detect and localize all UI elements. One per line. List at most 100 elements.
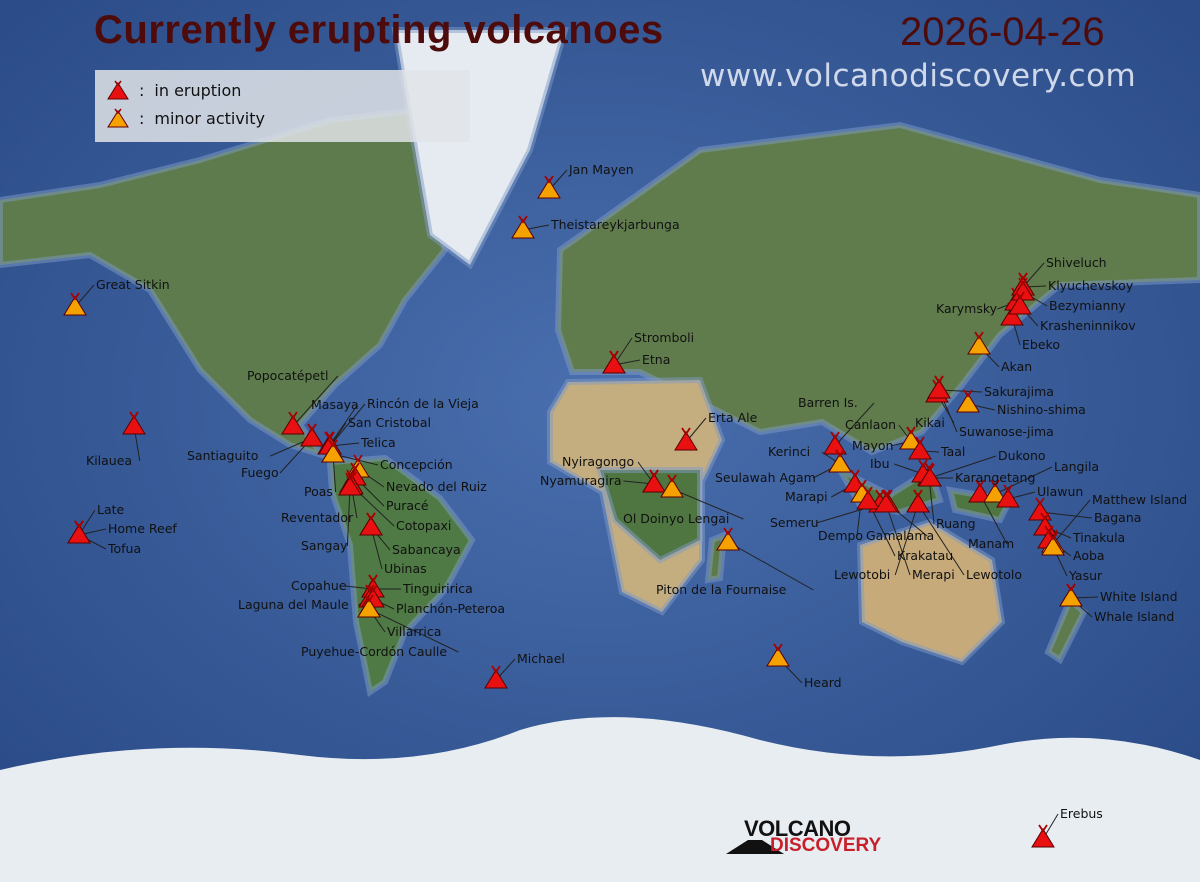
volcano-label-sakurajima[interactable]: Sakurajima [984,384,1054,399]
volcano-label-heard[interactable]: Heard [804,675,842,690]
eruption-volcano-icon[interactable] [359,512,383,536]
volcano-label-kikai[interactable]: Kikai [915,415,945,430]
volcano-label-michael[interactable]: Michael [517,651,565,666]
volcano-label-canlaon[interactable]: Canlaon [845,417,896,432]
minor-activity-volcano-icon[interactable] [1041,532,1065,556]
volcano-label-nyiragongo[interactable]: Nyiragongo [562,454,634,469]
volcano-label-planch-n-peteroa[interactable]: Planchón-Peteroa [396,601,505,616]
volcano-label-matthew-island[interactable]: Matthew Island [1092,492,1187,507]
volcano-label-lewotobi[interactable]: Lewotobi [834,567,890,582]
volcano-label-copahue[interactable]: Copahue [291,578,347,593]
eruption-volcano-icon[interactable] [1008,291,1032,315]
volcano-label-taal[interactable]: Taal [940,444,965,459]
volcano-label-karangetang[interactable]: Karangetang [955,470,1035,485]
volcano-label-nevado-del-ruiz[interactable]: Nevado del Ruiz [386,479,487,494]
volcano-label-marapi[interactable]: Marapi [785,489,828,504]
volcano-label-piton-de-la-fournaise[interactable]: Piton de la Fournaise [656,582,787,597]
volcano-label-reventador[interactable]: Reventador [281,510,354,525]
eruption-volcano-icon[interactable] [642,469,666,493]
volcano-label-tinakula[interactable]: Tinakula [1072,530,1125,545]
volcano-label-kerinci[interactable]: Kerinci [768,444,810,459]
minor-activity-volcano-icon[interactable] [537,175,561,199]
volcano-label-jan-mayen[interactable]: Jan Mayen [568,162,634,177]
volcano-label-karymsky[interactable]: Karymsky [936,301,998,316]
volcano-label-whale-island[interactable]: Whale Island [1094,609,1174,624]
eruption-volcano-icon[interactable] [908,436,932,460]
volcano-label-masaya[interactable]: Masaya [311,397,359,412]
volcano-label-nishino-shima[interactable]: Nishino-shima [997,402,1086,417]
eruption-volcano-icon[interactable] [674,427,698,451]
eruption-volcano-icon[interactable] [1028,497,1052,521]
volcano-label-laguna-del-maule[interactable]: Laguna del Maule [238,597,349,612]
volcano-label-dempo[interactable]: Dempo [818,528,863,543]
volcano-label-merapi[interactable]: Merapi [912,567,955,582]
minor-activity-volcano-icon[interactable] [956,389,980,413]
volcano-label-san-cristobal[interactable]: San Cristobal [348,415,431,430]
volcano-label-dukono[interactable]: Dukono [998,448,1046,463]
volcano-label-kilauea[interactable]: Kilauea [86,453,132,468]
volcano-label-late[interactable]: Late [97,502,125,517]
volcanodiscovery-logo[interactable]: VOLCANO DISCOVERY [726,816,896,858]
minor-activity-volcano-icon[interactable] [716,527,740,551]
volcano-label-ulawun[interactable]: Ulawun [1037,484,1083,499]
eruption-volcano-icon[interactable] [1031,824,1055,848]
volcano-label-mayon[interactable]: Mayon [852,438,893,453]
website-url[interactable]: www.volcanodiscovery.com [700,58,1137,94]
eruption-volcano-icon[interactable] [927,375,951,399]
volcano-label-akan[interactable]: Akan [1001,359,1032,374]
volcano-label-lewotolo[interactable]: Lewotolo [966,567,1022,582]
minor-activity-volcano-icon[interactable] [983,479,1007,503]
minor-activity-volcano-icon[interactable] [511,215,535,239]
eruption-volcano-icon[interactable] [300,423,324,447]
volcano-label-aoba[interactable]: Aoba [1073,548,1105,563]
volcano-label-erebus[interactable]: Erebus [1060,806,1103,821]
eruption-volcano-icon[interactable] [484,665,508,689]
volcano-label-yasur[interactable]: Yasur [1068,568,1103,583]
volcano-label-sabancaya[interactable]: Sabancaya [392,542,461,557]
volcano-label-great-sitkin[interactable]: Great Sitkin [96,277,170,292]
volcano-label-home-reef[interactable]: Home Reef [108,521,177,536]
volcano-label-nyamuragira[interactable]: Nyamuragira [540,473,622,488]
minor-activity-volcano-icon[interactable] [63,292,87,316]
eruption-volcano-icon[interactable] [856,486,880,510]
eruption-volcano-icon[interactable] [918,463,942,487]
volcano-label-sangay[interactable]: Sangay [301,538,348,553]
eruption-volcano-icon[interactable] [122,411,146,435]
volcano-label-theistareykjarbunga[interactable]: Theistareykjarbunga [550,217,680,232]
volcano-label-krasheninnikov[interactable]: Krasheninnikov [1040,318,1136,333]
volcano-label-ubinas[interactable]: Ubinas [384,561,427,576]
volcano-label-stromboli[interactable]: Stromboli [634,330,694,345]
volcano-label-gamalama[interactable]: Gamalama [866,528,934,543]
minor-activity-volcano-icon[interactable] [766,643,790,667]
minor-activity-volcano-icon[interactable] [967,331,991,355]
eruption-volcano-icon[interactable] [968,479,992,503]
volcano-label-ruang[interactable]: Ruang [936,516,976,531]
eruption-volcano-icon[interactable] [906,489,930,513]
volcano-label-purac-[interactable]: Puracé [386,498,429,513]
volcano-label-popocat-petl[interactable]: Popocatépetl [247,368,328,383]
volcano-label-villarrica[interactable]: Villarrica [387,624,441,639]
volcano-label-manam[interactable]: Manam [968,536,1014,551]
volcano-label-bezymianny[interactable]: Bezymianny [1049,298,1126,313]
volcano-label-white-island[interactable]: White Island [1100,589,1178,604]
volcano-label-fuego[interactable]: Fuego [241,465,279,480]
eruption-volcano-icon[interactable] [996,484,1020,508]
volcano-label-ibu[interactable]: Ibu [870,456,890,471]
minor-activity-volcano-icon[interactable] [899,426,923,450]
volcano-label-puyehue-cord-n-caulle[interactable]: Puyehue-Cordón Caulle [301,644,447,659]
volcano-label-shiveluch[interactable]: Shiveluch [1046,255,1107,270]
volcano-label-ol-doinyo-lengai[interactable]: Ol Doinyo Lengai [623,511,729,526]
eruption-volcano-icon[interactable] [281,411,305,435]
minor-activity-volcano-icon[interactable] [1059,583,1083,607]
volcano-label-tinguiririca[interactable]: Tinguiririca [402,581,473,596]
volcano-label-telica[interactable]: Telica [360,435,396,450]
volcano-label-semeru[interactable]: Semeru [770,515,819,530]
volcano-label-erta-ale[interactable]: Erta Ale [708,410,758,425]
eruption-volcano-icon[interactable] [823,431,847,455]
minor-activity-volcano-icon[interactable] [357,594,381,618]
volcano-label-suwanose-jima[interactable]: Suwanose-jima [959,424,1054,439]
volcano-label-tofua[interactable]: Tofua [107,541,141,556]
volcano-label-krakatau[interactable]: Krakatau [897,548,953,563]
eruption-volcano-icon[interactable] [338,472,362,496]
volcano-label-barren-is-[interactable]: Barren Is. [798,395,858,410]
